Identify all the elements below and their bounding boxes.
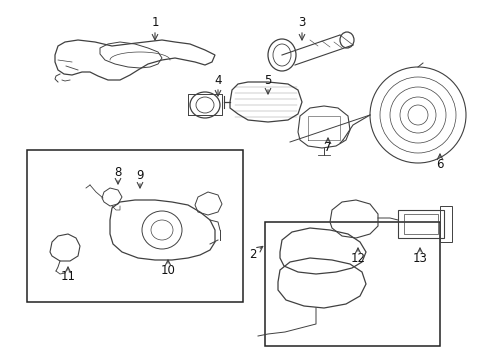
- Bar: [397, 210, 443, 238]
- Text: 11: 11: [61, 270, 75, 284]
- Text: 2: 2: [249, 248, 256, 261]
- Text: 10: 10: [160, 264, 175, 276]
- Text: 12: 12: [350, 252, 365, 265]
- Text: 8: 8: [114, 166, 122, 180]
- Text: 13: 13: [412, 252, 427, 265]
- Text: 9: 9: [136, 170, 143, 183]
- Text: 6: 6: [435, 158, 443, 171]
- Bar: [264, 222, 439, 346]
- Text: 4: 4: [214, 73, 221, 86]
- Bar: [27, 150, 243, 302]
- Text: 1: 1: [151, 17, 159, 30]
- Text: 3: 3: [298, 17, 305, 30]
- Text: 7: 7: [324, 141, 331, 154]
- Bar: [439, 206, 451, 242]
- Bar: [403, 214, 437, 234]
- Text: 5: 5: [264, 73, 271, 86]
